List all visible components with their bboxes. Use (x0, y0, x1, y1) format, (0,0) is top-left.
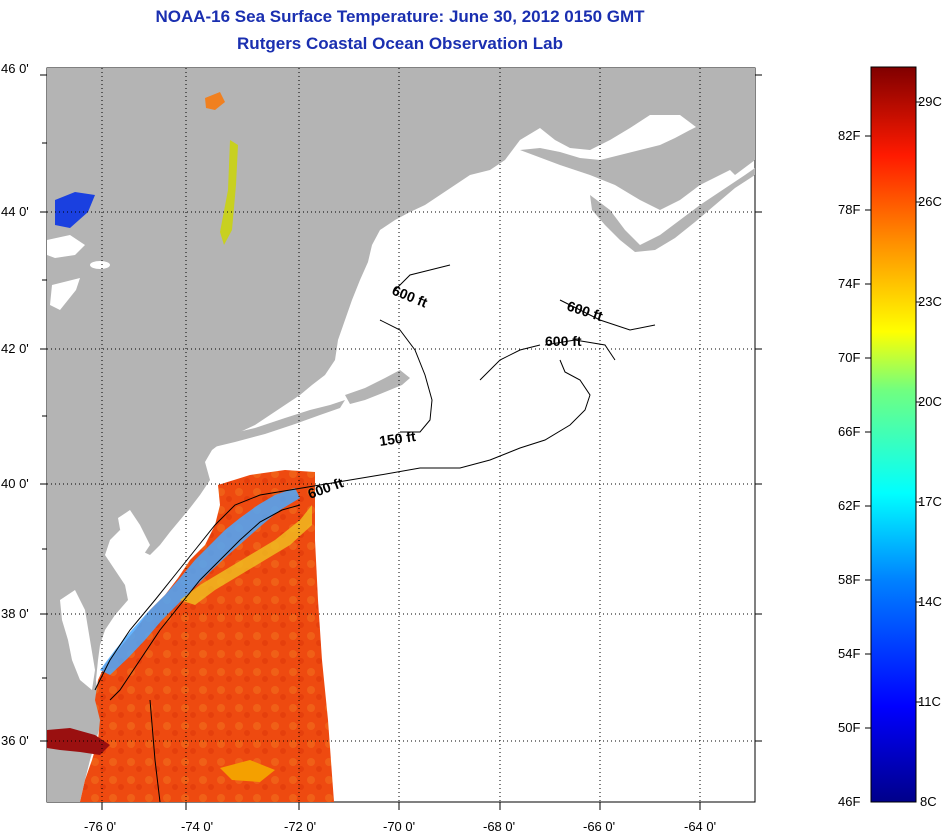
f-label: 54F (838, 646, 860, 661)
sst-inland-2 (220, 140, 238, 245)
f-label: 82F (838, 128, 860, 143)
f-label: 78F (838, 202, 860, 217)
c-label: 23C (918, 294, 942, 309)
lake-1 (47, 235, 85, 258)
f-label: 62F (838, 498, 860, 513)
colorbar-celsius-labels: 29C 26C 23C 20C 17C 14C 11C 8C (918, 94, 942, 809)
land-nova-scotia-south (590, 168, 755, 252)
sst-dark-red-estuary (47, 728, 110, 755)
sst-inland-3 (55, 192, 95, 228)
lon-label: -70 0' (383, 819, 415, 834)
sst-inland-1 (205, 92, 225, 110)
map-title: NOAA-16 Sea Surface Temperature: June 30… (155, 7, 645, 26)
sst-patch (220, 760, 275, 782)
contour-label: 600 ft (545, 333, 582, 349)
longitude-labels: -76 0' -74 0' -72 0' -70 0' -68 0' -66 0… (84, 819, 716, 834)
land-long-island (200, 400, 345, 448)
lon-label: -66 0' (583, 819, 615, 834)
c-label: 26C (918, 194, 942, 209)
lake-2 (90, 261, 110, 269)
map-subtitle: Rutgers Coastal Ocean Observation Lab (237, 34, 563, 53)
sst-warm-band (180, 505, 312, 605)
f-label: 70F (838, 350, 860, 365)
land-cape-cod (345, 370, 410, 404)
c-label: 17C (918, 494, 942, 509)
f-label: 66F (838, 424, 860, 439)
sst-cool-band (100, 488, 300, 675)
water-delaware-bay (118, 510, 150, 560)
water-chesapeake (60, 590, 95, 690)
lat-label: 42 0' (1, 341, 29, 356)
f-label: 46F (838, 794, 860, 809)
c-label: 11C (918, 694, 941, 709)
lat-label: 36 0' (1, 733, 29, 748)
temperature-colorbar (865, 66, 921, 803)
lon-label: -74 0' (181, 819, 213, 834)
c-label: 8C (920, 794, 937, 809)
f-label: 74F (838, 276, 860, 291)
map-panel (40, 67, 762, 810)
land-nova-scotia (520, 100, 755, 210)
lon-label: -68 0' (483, 819, 515, 834)
lat-label: 44 0' (1, 204, 29, 219)
bathymetry-contours (94, 264, 656, 802)
lake-3 (50, 278, 80, 310)
colorbar-fahrenheit-labels: 82F 78F 74F 70F 66F 62F 58F 54F 50F 46F (838, 128, 860, 809)
land-mainland (47, 68, 755, 802)
lat-label: 38 0' (1, 606, 29, 621)
c-label: 29C (918, 94, 942, 109)
lat-label: 46 0' (1, 61, 29, 76)
lat-label: 40 0' (1, 476, 29, 491)
latitude-labels: 46 0' 44 0' 42 0' 40 0' 38 0' 36 0' (1, 61, 29, 748)
lon-label: -64 0' (684, 819, 716, 834)
f-label: 50F (838, 720, 860, 735)
axis-ticks (40, 74, 762, 810)
lon-label: -72 0' (284, 819, 316, 834)
f-label: 58F (838, 572, 860, 587)
contour-label: 150 ft (378, 428, 417, 449)
c-label: 20C (918, 394, 942, 409)
lon-label: -76 0' (84, 819, 116, 834)
c-label: 14C (918, 594, 942, 609)
